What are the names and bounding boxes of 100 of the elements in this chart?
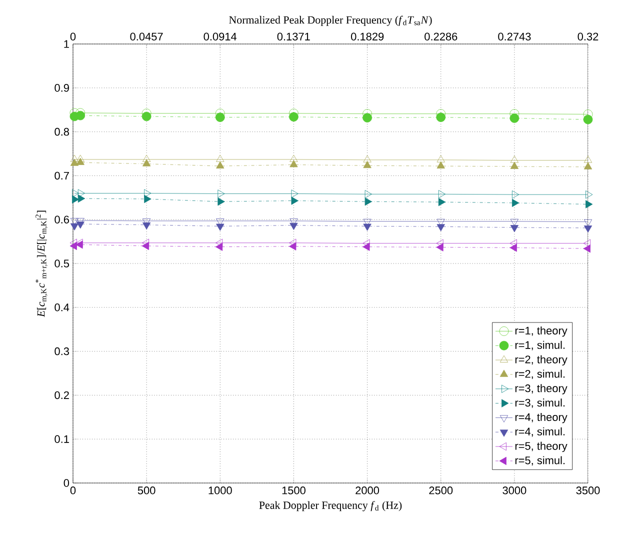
x-tick-label: 1000 xyxy=(208,486,232,494)
point xyxy=(70,154,79,162)
point xyxy=(583,244,590,253)
point xyxy=(72,195,80,204)
point xyxy=(216,154,224,162)
y-tick-label: 0 xyxy=(64,479,70,487)
legend-label: r=5, simul. xyxy=(515,456,565,466)
legend-label: r=2, simul. xyxy=(515,370,565,380)
x-tick-label: 3000 xyxy=(502,486,526,494)
point xyxy=(76,110,86,120)
point xyxy=(436,112,446,122)
point xyxy=(586,200,593,208)
x-tick-label: 1500 xyxy=(282,486,306,494)
point xyxy=(70,238,77,247)
point xyxy=(216,161,224,168)
point xyxy=(289,112,298,122)
point xyxy=(215,238,223,247)
point xyxy=(362,113,372,122)
x-tick-label: 3500 xyxy=(576,486,600,494)
point xyxy=(142,222,151,230)
legend-label: r=1, simul. xyxy=(515,340,565,350)
point xyxy=(218,198,225,206)
y-tick-label: 0.2 xyxy=(54,391,69,400)
point xyxy=(290,154,298,162)
point xyxy=(142,242,150,250)
point xyxy=(436,224,445,232)
point xyxy=(584,156,592,163)
point xyxy=(289,242,296,250)
point xyxy=(583,114,593,124)
x2-tick-label: 0.0914 xyxy=(204,32,237,40)
x2-tick-label: 0.1829 xyxy=(351,32,384,40)
y-tick-label: 0.6 xyxy=(54,216,69,224)
point xyxy=(510,244,517,252)
point xyxy=(78,194,86,203)
point xyxy=(584,219,592,226)
point xyxy=(144,189,152,198)
point xyxy=(510,114,520,123)
legend-label: r=4, simul. xyxy=(515,427,565,437)
x2-tick-label: 0.32 xyxy=(578,32,598,40)
x2-tick-label: 0.2286 xyxy=(424,32,458,40)
point xyxy=(586,190,593,199)
point xyxy=(72,189,80,198)
point xyxy=(70,242,77,250)
point xyxy=(512,190,520,199)
point xyxy=(215,112,225,122)
y-tick-label: 0.5 xyxy=(54,260,70,268)
point xyxy=(510,162,519,169)
point xyxy=(584,162,592,170)
point xyxy=(142,154,151,162)
point xyxy=(363,160,372,168)
x2-tick-label: 0.0457 xyxy=(130,32,163,40)
y-tick-label: 0.1 xyxy=(54,435,69,443)
x2-tick-label: 0.1371 xyxy=(277,32,310,40)
point xyxy=(364,198,372,206)
legend-label: r=3, simul. xyxy=(515,398,565,408)
point xyxy=(364,190,372,198)
x2-tick-label: 0.2743 xyxy=(498,32,531,40)
legend-label: r=1, theory xyxy=(515,326,568,337)
point xyxy=(510,156,519,163)
x-tick-label: 500 xyxy=(138,486,156,494)
point xyxy=(436,161,445,168)
legend-label: r=4, theory xyxy=(515,412,568,424)
point xyxy=(215,242,223,251)
point xyxy=(144,194,152,204)
point xyxy=(70,158,79,166)
point xyxy=(142,112,152,122)
point xyxy=(76,154,84,162)
x-tick-label: 2500 xyxy=(429,486,453,494)
point xyxy=(289,238,296,247)
point xyxy=(584,225,592,233)
legend-label: r=5, theory xyxy=(515,442,568,452)
point xyxy=(290,160,298,168)
point xyxy=(291,196,298,205)
point xyxy=(438,198,446,206)
point xyxy=(142,238,150,247)
y-tick-label: 0.9 xyxy=(54,84,69,92)
point xyxy=(76,158,84,165)
point xyxy=(142,159,151,166)
legend-label: r=3, theory xyxy=(515,384,568,394)
point xyxy=(436,155,445,162)
point xyxy=(218,190,225,198)
y-tick-label: 1 xyxy=(64,40,69,48)
point xyxy=(436,239,444,248)
x2-axis-title: Normalized Peak Doppler Frequency (f$_{d}$T$_{sa}$N) xyxy=(229,16,432,26)
y-tick-label: 0.7 xyxy=(54,172,69,180)
x2-tick-label: 0 xyxy=(70,32,76,40)
point xyxy=(78,189,86,198)
point xyxy=(290,222,298,230)
point xyxy=(510,225,519,232)
x-axis-title: Peak Doppler Frequency f$_{d}$ (Hz) xyxy=(259,501,402,512)
point xyxy=(436,243,444,252)
point xyxy=(291,190,298,198)
point xyxy=(362,242,370,251)
y-tick-label: 0.8 xyxy=(54,128,69,136)
point xyxy=(362,239,370,248)
point xyxy=(70,223,79,230)
point xyxy=(363,155,372,162)
point xyxy=(583,239,590,248)
x-tick-label: 0 xyxy=(70,486,76,494)
y-tick-label: 0.4 xyxy=(54,304,70,312)
